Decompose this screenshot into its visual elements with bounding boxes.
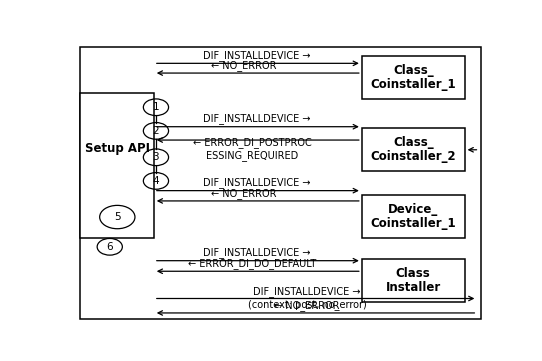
Text: 1: 1 bbox=[153, 102, 159, 112]
Text: Class_: Class_ bbox=[393, 136, 434, 149]
Text: DIF_INSTALLDEVICE →: DIF_INSTALLDEVICE → bbox=[203, 114, 311, 125]
Text: 4: 4 bbox=[153, 176, 159, 186]
Text: 3: 3 bbox=[153, 152, 159, 162]
Text: DIF_INSTALLDEVICE →: DIF_INSTALLDEVICE → bbox=[203, 178, 311, 188]
Text: DIF_INSTALLDEVICE →: DIF_INSTALLDEVICE → bbox=[254, 286, 361, 296]
Bar bbox=[362, 259, 464, 302]
Text: (context: post, no_error): (context: post, no_error) bbox=[248, 299, 366, 310]
Text: ← ERROR_DI_POSTPROC
ESSING_REQUIRED: ← ERROR_DI_POSTPROC ESSING_REQUIRED bbox=[193, 137, 312, 161]
Text: Coinstaller_1: Coinstaller_1 bbox=[370, 217, 456, 230]
Text: 6: 6 bbox=[106, 242, 113, 252]
Text: ← NO_ERROR: ← NO_ERROR bbox=[274, 300, 340, 311]
Text: Coinstaller_1: Coinstaller_1 bbox=[370, 78, 456, 91]
Text: 5: 5 bbox=[114, 212, 121, 222]
Text: ← NO_ERROR: ← NO_ERROR bbox=[211, 60, 277, 71]
Text: ← NO_ERROR: ← NO_ERROR bbox=[211, 188, 277, 199]
Text: Setup API: Setup API bbox=[85, 143, 150, 156]
Text: Device_: Device_ bbox=[388, 203, 438, 216]
Bar bbox=[80, 93, 154, 238]
Text: Installer: Installer bbox=[385, 281, 441, 294]
Bar bbox=[362, 56, 464, 99]
Text: Class: Class bbox=[396, 267, 430, 280]
Text: ← ERROR_DI_DO_DEFAULT: ← ERROR_DI_DO_DEFAULT bbox=[189, 258, 317, 269]
Text: Class_: Class_ bbox=[393, 64, 434, 77]
Bar bbox=[362, 128, 464, 171]
Text: 2: 2 bbox=[153, 126, 159, 136]
Bar bbox=[362, 195, 464, 238]
Text: DIF_INSTALLDEVICE →: DIF_INSTALLDEVICE → bbox=[203, 50, 311, 61]
Text: DIF_INSTALLDEVICE →: DIF_INSTALLDEVICE → bbox=[203, 248, 311, 258]
Text: Coinstaller_2: Coinstaller_2 bbox=[370, 150, 456, 163]
